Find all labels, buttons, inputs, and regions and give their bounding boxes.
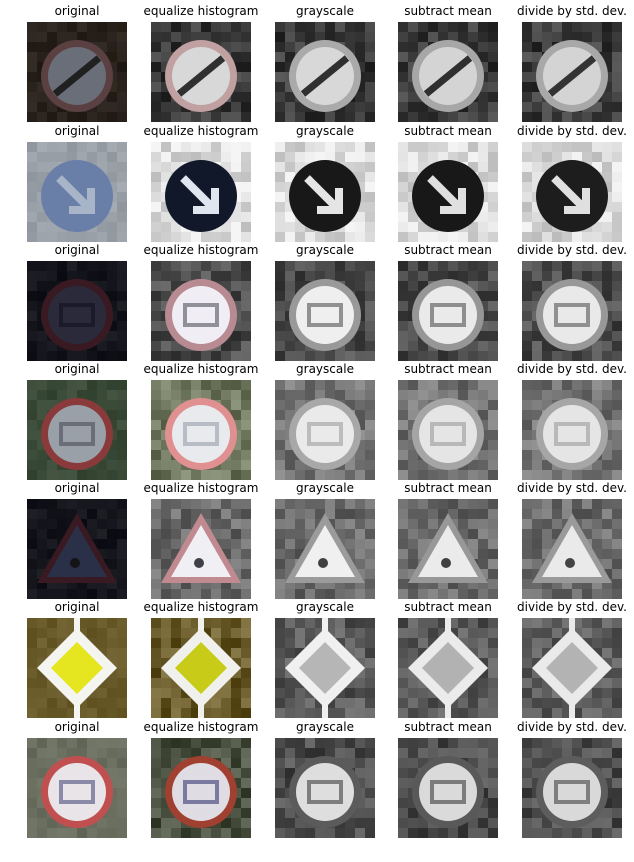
priority-road-icon (522, 618, 622, 718)
cell-title: grayscale (296, 124, 354, 138)
keep-right-icon (398, 142, 498, 242)
cell-title: subtract mean (404, 362, 492, 376)
speed-limit-100-icon (522, 380, 622, 480)
cell-title: equalize histogram (143, 481, 259, 495)
cell-title: equalize histogram (143, 124, 259, 138)
end-restriction-icon (275, 22, 375, 122)
priority-road-icon (398, 618, 498, 718)
speed-limit-50-icon (275, 738, 375, 838)
speed-limit-60-icon (398, 261, 498, 361)
cell-title: subtract mean (404, 481, 492, 495)
speed-limit-50-icon (151, 738, 251, 838)
speed-limit-100-icon (398, 380, 498, 480)
cell-title: equalize histogram (143, 243, 259, 257)
end-restriction-icon (398, 22, 498, 122)
cell-title: subtract mean (404, 720, 492, 734)
warning-triangle-icon (27, 499, 127, 599)
cell-title: original (54, 481, 100, 495)
cell-title: divide by std. dev. (517, 481, 627, 495)
keep-right-icon (151, 142, 251, 242)
cell-title: original (54, 243, 100, 257)
cell-title: subtract mean (404, 124, 492, 138)
speed-limit-100-icon (275, 380, 375, 480)
cell-title: grayscale (296, 243, 354, 257)
cell-title: original (54, 124, 100, 138)
speed-limit-60-icon (275, 261, 375, 361)
cell-title: grayscale (296, 600, 354, 614)
cell-title: subtract mean (404, 243, 492, 257)
speed-limit-50-icon (522, 738, 622, 838)
warning-triangle-icon (398, 499, 498, 599)
cell-title: divide by std. dev. (517, 720, 627, 734)
priority-road-icon (151, 618, 251, 718)
cell-title: subtract mean (404, 4, 492, 18)
speed-limit-60-icon (151, 261, 251, 361)
cell-title: divide by std. dev. (517, 124, 627, 138)
cell-title: grayscale (296, 362, 354, 376)
cell-title: equalize histogram (143, 4, 259, 18)
cell-title: equalize histogram (143, 600, 259, 614)
end-restriction-icon (151, 22, 251, 122)
speed-limit-100-icon (151, 380, 251, 480)
warning-triangle-icon (522, 499, 622, 599)
keep-right-icon (522, 142, 622, 242)
warning-triangle-icon (151, 499, 251, 599)
cell-title: subtract mean (404, 600, 492, 614)
speed-limit-50-icon (398, 738, 498, 838)
cell-title: grayscale (296, 481, 354, 495)
cell-title: divide by std. dev. (517, 4, 627, 18)
keep-right-icon (27, 142, 127, 242)
cell-title: divide by std. dev. (517, 362, 627, 376)
priority-road-icon (27, 618, 127, 718)
cell-title: grayscale (296, 4, 354, 18)
cell-title: original (54, 720, 100, 734)
priority-road-icon (275, 618, 375, 718)
cell-title: equalize histogram (143, 362, 259, 376)
end-restriction-icon (522, 22, 622, 122)
cell-title: divide by std. dev. (517, 243, 627, 257)
speed-limit-50-icon (27, 738, 127, 838)
cell-title: grayscale (296, 720, 354, 734)
warning-triangle-icon (275, 499, 375, 599)
keep-right-icon (275, 142, 375, 242)
cell-title: original (54, 600, 100, 614)
cell-title: divide by std. dev. (517, 600, 627, 614)
cell-title: original (54, 362, 100, 376)
cell-title: equalize histogram (143, 720, 259, 734)
end-restriction-icon (27, 22, 127, 122)
speed-limit-60-icon (522, 261, 622, 361)
speed-limit-60-icon (27, 261, 127, 361)
cell-title: original (54, 4, 100, 18)
speed-limit-100-icon (27, 380, 127, 480)
